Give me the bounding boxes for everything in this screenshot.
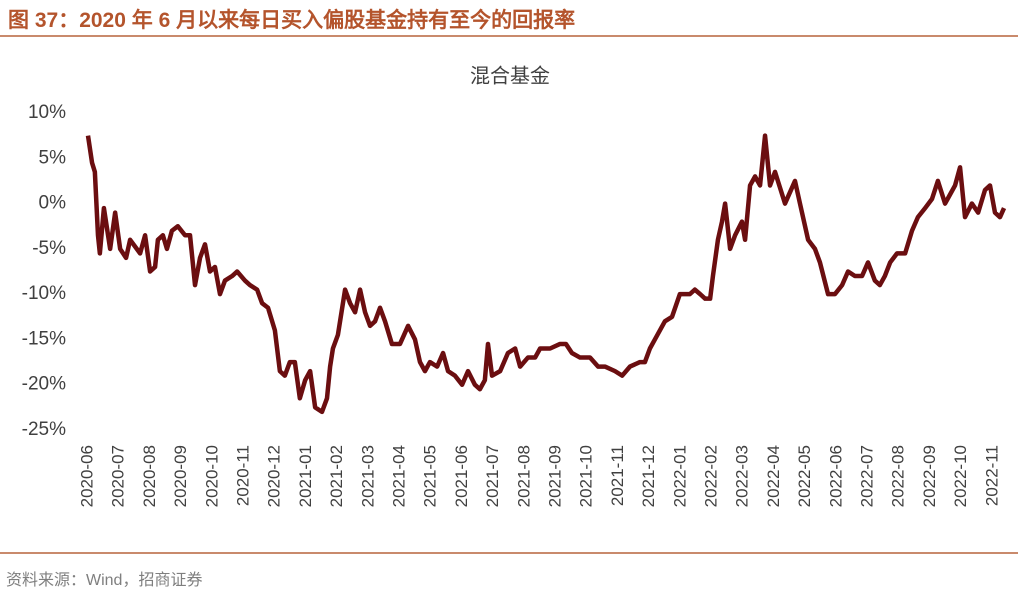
footer-rule xyxy=(0,552,1018,554)
header-rule xyxy=(0,35,1018,37)
y-tick-label: -25% xyxy=(22,419,66,440)
x-tick-label: 2020-10 xyxy=(202,445,221,507)
x-tick-label: 2022-05 xyxy=(795,445,814,507)
x-tick-label: 2022-07 xyxy=(857,445,876,507)
x-tick-label: 2021-07 xyxy=(483,445,502,507)
x-tick-label: 2022-10 xyxy=(951,445,970,507)
y-tick-label: 0% xyxy=(39,193,67,214)
y-tick-label: 10% xyxy=(28,102,66,123)
x-tick-label: 2020-06 xyxy=(77,445,96,507)
y-tick-label: 5% xyxy=(39,147,67,168)
y-tick-label: -20% xyxy=(22,374,66,395)
x-tick-label: 2022-11 xyxy=(982,445,1001,506)
x-tick-label: 2022-06 xyxy=(826,445,845,507)
x-tick-label: 2021-10 xyxy=(577,445,596,507)
x-tick-label: 2022-01 xyxy=(670,445,689,507)
x-tick-label: 2021-11 xyxy=(608,445,627,506)
source-note: 资料来源：Wind，招商证券 xyxy=(6,572,203,589)
x-tick-label: 2020-12 xyxy=(265,445,284,507)
y-tick-label: -5% xyxy=(32,238,66,259)
x-tick-label: 2020-07 xyxy=(109,445,128,507)
y-tick-label: -15% xyxy=(22,328,66,349)
x-tick-label: 2021-08 xyxy=(514,445,533,507)
chart: 混合基金 10% 5% 0% -5% -10% -15% -20% -25% 2020-06 20… xyxy=(22,64,1007,507)
x-tick-label: 2022-09 xyxy=(920,445,939,507)
x-tick-label: 2020-11 xyxy=(233,445,252,506)
y-tick-label: -10% xyxy=(22,283,66,304)
x-tick-label: 2021-09 xyxy=(545,445,564,507)
x-tick-label: 2021-05 xyxy=(421,445,440,507)
x-tick-label: 2021-06 xyxy=(452,445,471,507)
x-tick-label: 2021-04 xyxy=(389,445,408,507)
x-tick-label: 2022-04 xyxy=(764,445,783,507)
x-tick-label: 2021-12 xyxy=(639,445,658,507)
figure-title: 图 37：2020 年 6 月以来每日买入偏股基金持有至今的回报率 xyxy=(8,9,576,32)
x-tick-label: 2021-02 xyxy=(327,445,346,507)
x-tick-label: 2021-01 xyxy=(296,445,315,507)
x-tick-label: 2022-08 xyxy=(889,445,908,507)
x-tick-label: 2022-03 xyxy=(733,445,752,507)
x-tick-label: 2022-02 xyxy=(701,445,720,507)
x-tick-label: 2021-03 xyxy=(358,445,377,507)
x-tick-label: 2020-08 xyxy=(140,445,159,507)
chart-title: 混合基金 xyxy=(470,64,550,87)
x-tick-label: 2020-09 xyxy=(171,445,190,507)
data-line xyxy=(85,133,1007,415)
